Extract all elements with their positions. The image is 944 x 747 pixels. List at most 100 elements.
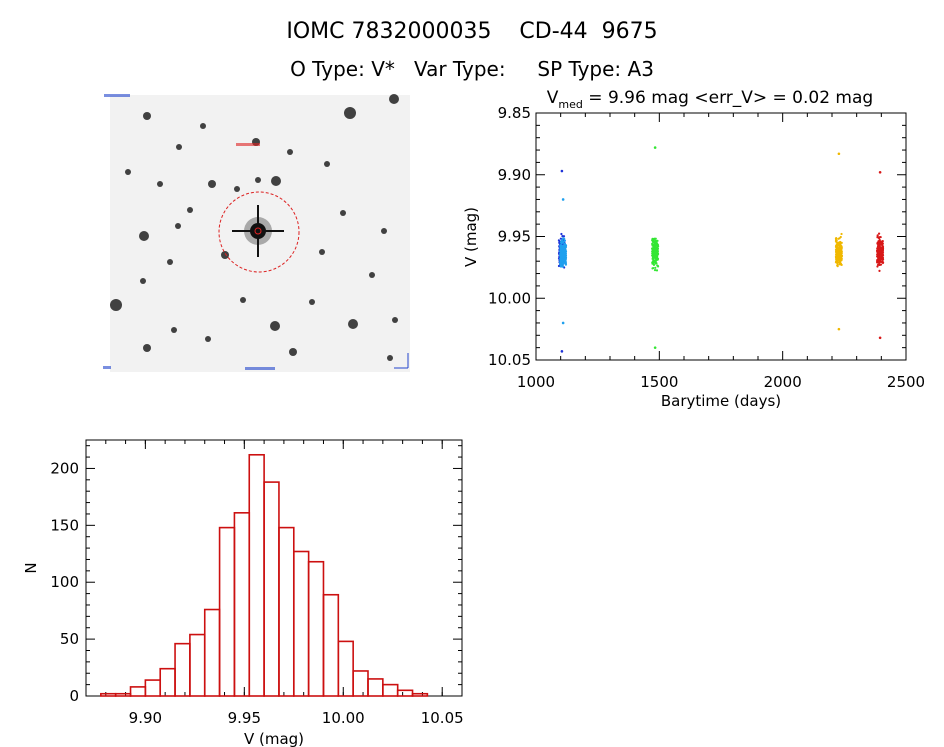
lightcurve-point xyxy=(653,248,657,251)
finder-star xyxy=(381,228,387,234)
lightcurve-point xyxy=(558,241,561,244)
histogram-bar xyxy=(292,550,310,697)
finder-star xyxy=(344,107,356,119)
lightcurve-point xyxy=(656,247,659,250)
lightcurve-point xyxy=(654,237,657,240)
lightcurve-xlabel: Barytime (days) xyxy=(661,392,781,410)
lightcurve-ytick-label: 10.05 xyxy=(488,351,531,369)
lightcurve-point xyxy=(656,257,660,260)
lightcurve-point-extreme xyxy=(837,327,841,331)
lightcurve-point xyxy=(653,268,657,272)
lightcurve-point xyxy=(563,255,566,258)
histogram-bar xyxy=(278,526,295,697)
lightcurve-point xyxy=(836,257,839,260)
lightcurve-point xyxy=(654,262,657,265)
histogram-bar xyxy=(411,692,429,697)
lightcurve-point xyxy=(652,246,655,249)
lightcurve-point xyxy=(877,261,881,264)
lightcurve-point xyxy=(881,252,884,255)
target-marker xyxy=(254,227,262,235)
histogram-axes: 9.90 9.95 10.00 10.05 0 50 100 150 200 xyxy=(50,440,464,727)
histogram-bar xyxy=(159,667,176,697)
lightcurve-point xyxy=(836,259,839,262)
histogram-bar xyxy=(337,640,354,697)
histogram-ytick-label: 150 xyxy=(50,516,79,534)
lightcurve-point xyxy=(559,250,562,253)
lightcurve-point xyxy=(880,241,884,244)
lightcurve-plot: Vmed = 9.96 mag <err_V> = 0.02 mag 1000 1… xyxy=(462,88,925,410)
lightcurve-point-extreme xyxy=(653,346,657,349)
lightcurve-point xyxy=(837,247,840,250)
finder-star xyxy=(271,176,281,186)
histogram-bar xyxy=(233,512,251,697)
histogram-bar xyxy=(114,692,132,697)
finder-star xyxy=(389,94,399,104)
histogram-xtick-label: 10.00 xyxy=(322,709,365,727)
lightcurve-point xyxy=(561,235,564,238)
finder-star xyxy=(221,251,229,259)
lightcurve-point xyxy=(559,258,562,262)
lightcurve-point xyxy=(877,252,880,255)
lightcurve-point xyxy=(561,250,565,253)
finder-stars xyxy=(110,94,399,361)
histogram-bar xyxy=(100,692,117,697)
lightcurve-point-extreme xyxy=(560,350,564,353)
lightcurve-ytick-label: 10.00 xyxy=(488,289,531,307)
lightcurve-series-3 xyxy=(834,152,843,331)
lightcurve-point xyxy=(560,232,563,236)
finder-star xyxy=(125,169,131,175)
histogram-bar xyxy=(396,689,414,697)
lightcurve-point xyxy=(563,252,566,255)
lightcurve-point xyxy=(835,241,838,244)
lightcurve-point xyxy=(653,240,656,244)
lightcurve-point xyxy=(835,244,838,247)
lightcurve-ytick-label: 9.95 xyxy=(498,228,531,246)
finder-star xyxy=(319,249,325,255)
lightcurve-point xyxy=(876,259,879,262)
lightcurve-point xyxy=(560,255,564,259)
lightcurve-point xyxy=(652,256,655,259)
lightcurve-point xyxy=(879,254,882,257)
lightcurve-point xyxy=(876,249,879,253)
histogram-ytick-label: 0 xyxy=(69,687,79,705)
lightcurve-point xyxy=(651,267,654,270)
lightcurve-point-extreme xyxy=(653,146,657,149)
finder-star xyxy=(140,278,146,284)
lightcurve-point xyxy=(840,245,843,248)
lightcurve-point xyxy=(878,241,882,244)
finder-star xyxy=(255,177,261,183)
histogram-bar xyxy=(203,608,221,697)
lightcurve-point xyxy=(881,261,885,264)
lightcurve-point-extreme xyxy=(561,198,565,201)
lightcurve-title: Vmed = 9.96 mag <err_V> = 0.02 mag xyxy=(547,88,873,111)
finder-star xyxy=(143,112,151,120)
histogram-bar xyxy=(144,679,162,697)
lightcurve-point xyxy=(654,266,657,269)
lightcurve-point-extreme xyxy=(878,336,882,340)
lightcurve-point xyxy=(837,251,840,255)
finder-star xyxy=(200,123,206,129)
histogram-ylabel: N xyxy=(22,562,40,573)
lightcurve-point xyxy=(563,248,566,252)
lightcurve-point xyxy=(564,245,568,249)
lightcurve-point xyxy=(655,242,658,245)
finder-star xyxy=(340,210,346,216)
lightcurve-point xyxy=(876,265,879,268)
lightcurve-ylabel: V (mag) xyxy=(462,207,480,267)
finder-star xyxy=(369,272,375,278)
lightcurve-point xyxy=(879,263,882,266)
histogram-bar xyxy=(129,686,147,697)
lightcurve-series-4 xyxy=(876,170,885,340)
lightcurve-point xyxy=(877,232,881,235)
histogram-ytick-label: 200 xyxy=(50,459,79,477)
histogram-plot: 9.90 9.95 10.00 10.05 0 50 100 150 200 V (mag) N xyxy=(22,439,464,747)
lightcurve-point xyxy=(840,263,843,267)
histogram-xtick-label: 9.90 xyxy=(129,709,162,727)
lightcurve-points xyxy=(557,146,885,353)
histogram-xtick-label: 9.95 xyxy=(228,709,261,727)
lightcurve-point xyxy=(656,250,659,253)
lightcurve-point xyxy=(876,236,879,239)
lightcurve-xtick-label: 1500 xyxy=(640,373,678,391)
lightcurve-point xyxy=(835,249,839,252)
lightcurve-point xyxy=(840,232,843,236)
